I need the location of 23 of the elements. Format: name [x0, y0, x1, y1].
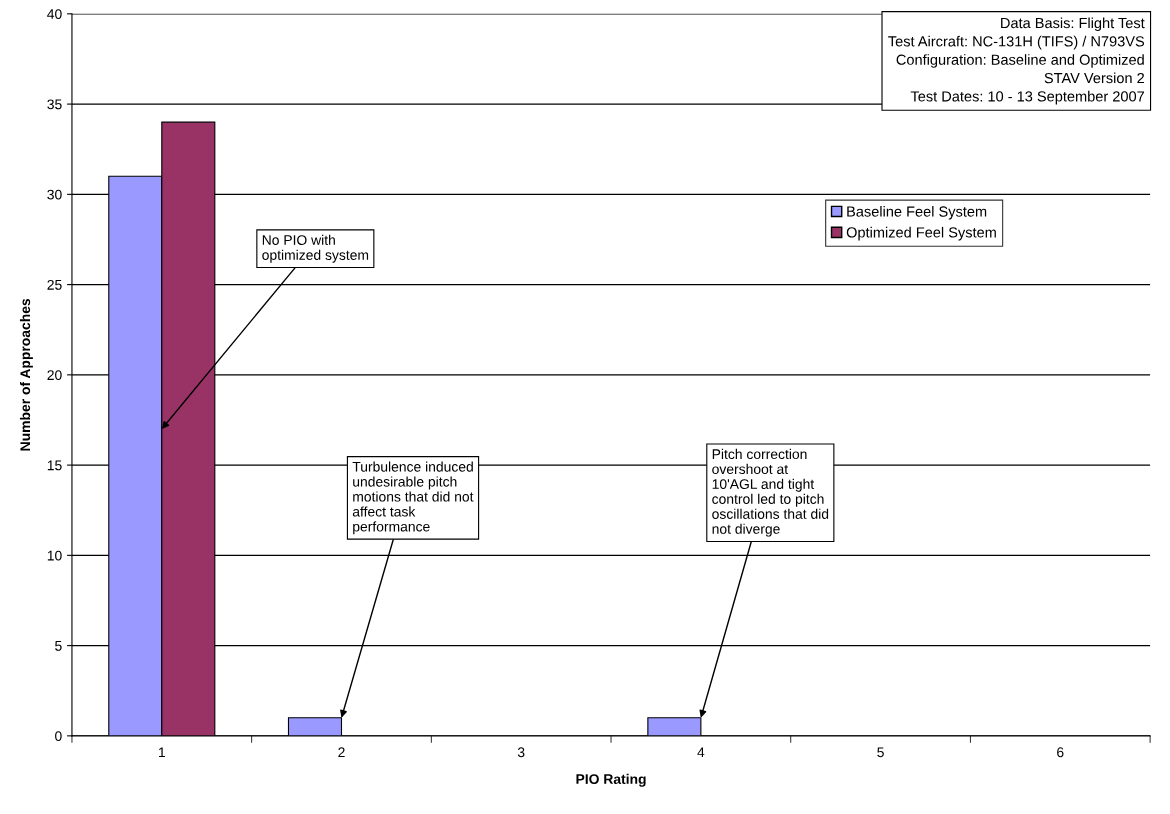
y-tick-label: 35	[47, 99, 62, 110]
x-tick-label: 2	[338, 747, 345, 758]
x-tick-label: 6	[1057, 747, 1064, 758]
x-tick-label: 4	[697, 747, 705, 758]
y-axis-title: Number of Approaches	[19, 298, 33, 451]
x-tick-label: 5	[877, 747, 884, 758]
annotation: Data Basis: Flight Test Test Aircraft: NC-131H (TIFS) / N793VS Configuration: Baseline and Optimized STAV Version 2 Test Dates: 10 - 13 September 2007	[888, 17, 1145, 105]
annotation: No PIO with optimized system	[262, 234, 369, 263]
legend-label: Optimized Feel System	[846, 226, 996, 241]
y-tick-label: 5	[55, 641, 62, 651]
x-axis-title: PIO Rating	[576, 773, 646, 787]
annotation: Turbulence induced undesirable pitch motions that did not affect task performance	[352, 461, 474, 535]
legend-label: Baseline Feel System	[847, 205, 987, 220]
y-tick-label: 10	[47, 550, 62, 561]
y-tick-label: 30	[47, 189, 62, 200]
y-tick-label: 15	[47, 460, 62, 471]
x-tick-label: 1	[159, 747, 165, 758]
annotation: Pitch correction overshoot at 10'AGL and tight control led to pitch oscillations that did not diverge	[712, 448, 829, 537]
y-tick-label: 20	[47, 370, 62, 381]
y-tick-label: 40	[47, 9, 62, 20]
y-tick-label: 25	[47, 279, 62, 290]
x-tick-label: 3	[517, 747, 525, 758]
y-tick-label: 0	[55, 731, 62, 742]
